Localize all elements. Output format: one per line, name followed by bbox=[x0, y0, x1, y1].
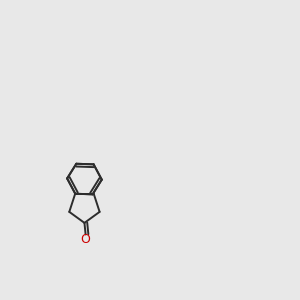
Text: O: O bbox=[81, 233, 91, 246]
